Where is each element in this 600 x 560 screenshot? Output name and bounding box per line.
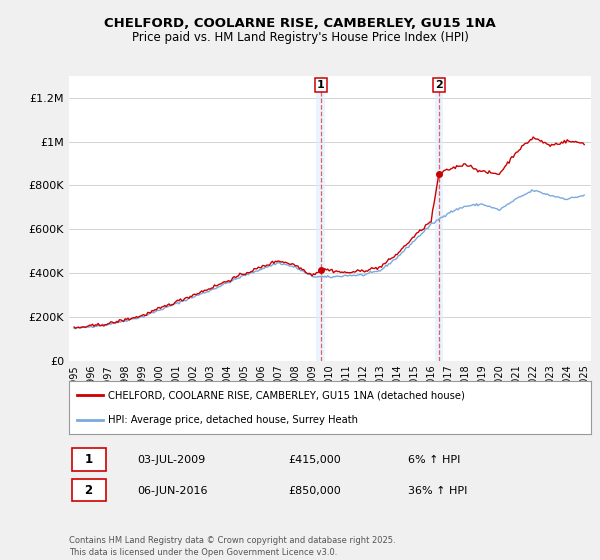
FancyBboxPatch shape: [71, 479, 106, 501]
Text: HPI: Average price, detached house, Surrey Heath: HPI: Average price, detached house, Surr…: [108, 414, 358, 424]
Text: £415,000: £415,000: [288, 455, 341, 465]
Text: 1: 1: [84, 453, 92, 466]
Bar: [316, 76, 325, 361]
Text: 1: 1: [317, 81, 325, 91]
Text: 2: 2: [435, 81, 443, 91]
Text: £850,000: £850,000: [288, 486, 341, 496]
Text: 06-JUN-2016: 06-JUN-2016: [137, 486, 208, 496]
FancyBboxPatch shape: [71, 449, 106, 470]
Text: CHELFORD, COOLARNE RISE, CAMBERLEY, GU15 1NA: CHELFORD, COOLARNE RISE, CAMBERLEY, GU15…: [104, 17, 496, 30]
Bar: [434, 76, 443, 361]
Text: 6% ↑ HPI: 6% ↑ HPI: [409, 455, 461, 465]
Text: 03-JUL-2009: 03-JUL-2009: [137, 455, 205, 465]
Text: CHELFORD, COOLARNE RISE, CAMBERLEY, GU15 1NA (detached house): CHELFORD, COOLARNE RISE, CAMBERLEY, GU15…: [108, 390, 465, 400]
Text: Contains HM Land Registry data © Crown copyright and database right 2025.
This d: Contains HM Land Registry data © Crown c…: [69, 536, 395, 557]
Text: Price paid vs. HM Land Registry's House Price Index (HPI): Price paid vs. HM Land Registry's House …: [131, 31, 469, 44]
Text: 36% ↑ HPI: 36% ↑ HPI: [409, 486, 467, 496]
Text: 2: 2: [84, 484, 92, 497]
